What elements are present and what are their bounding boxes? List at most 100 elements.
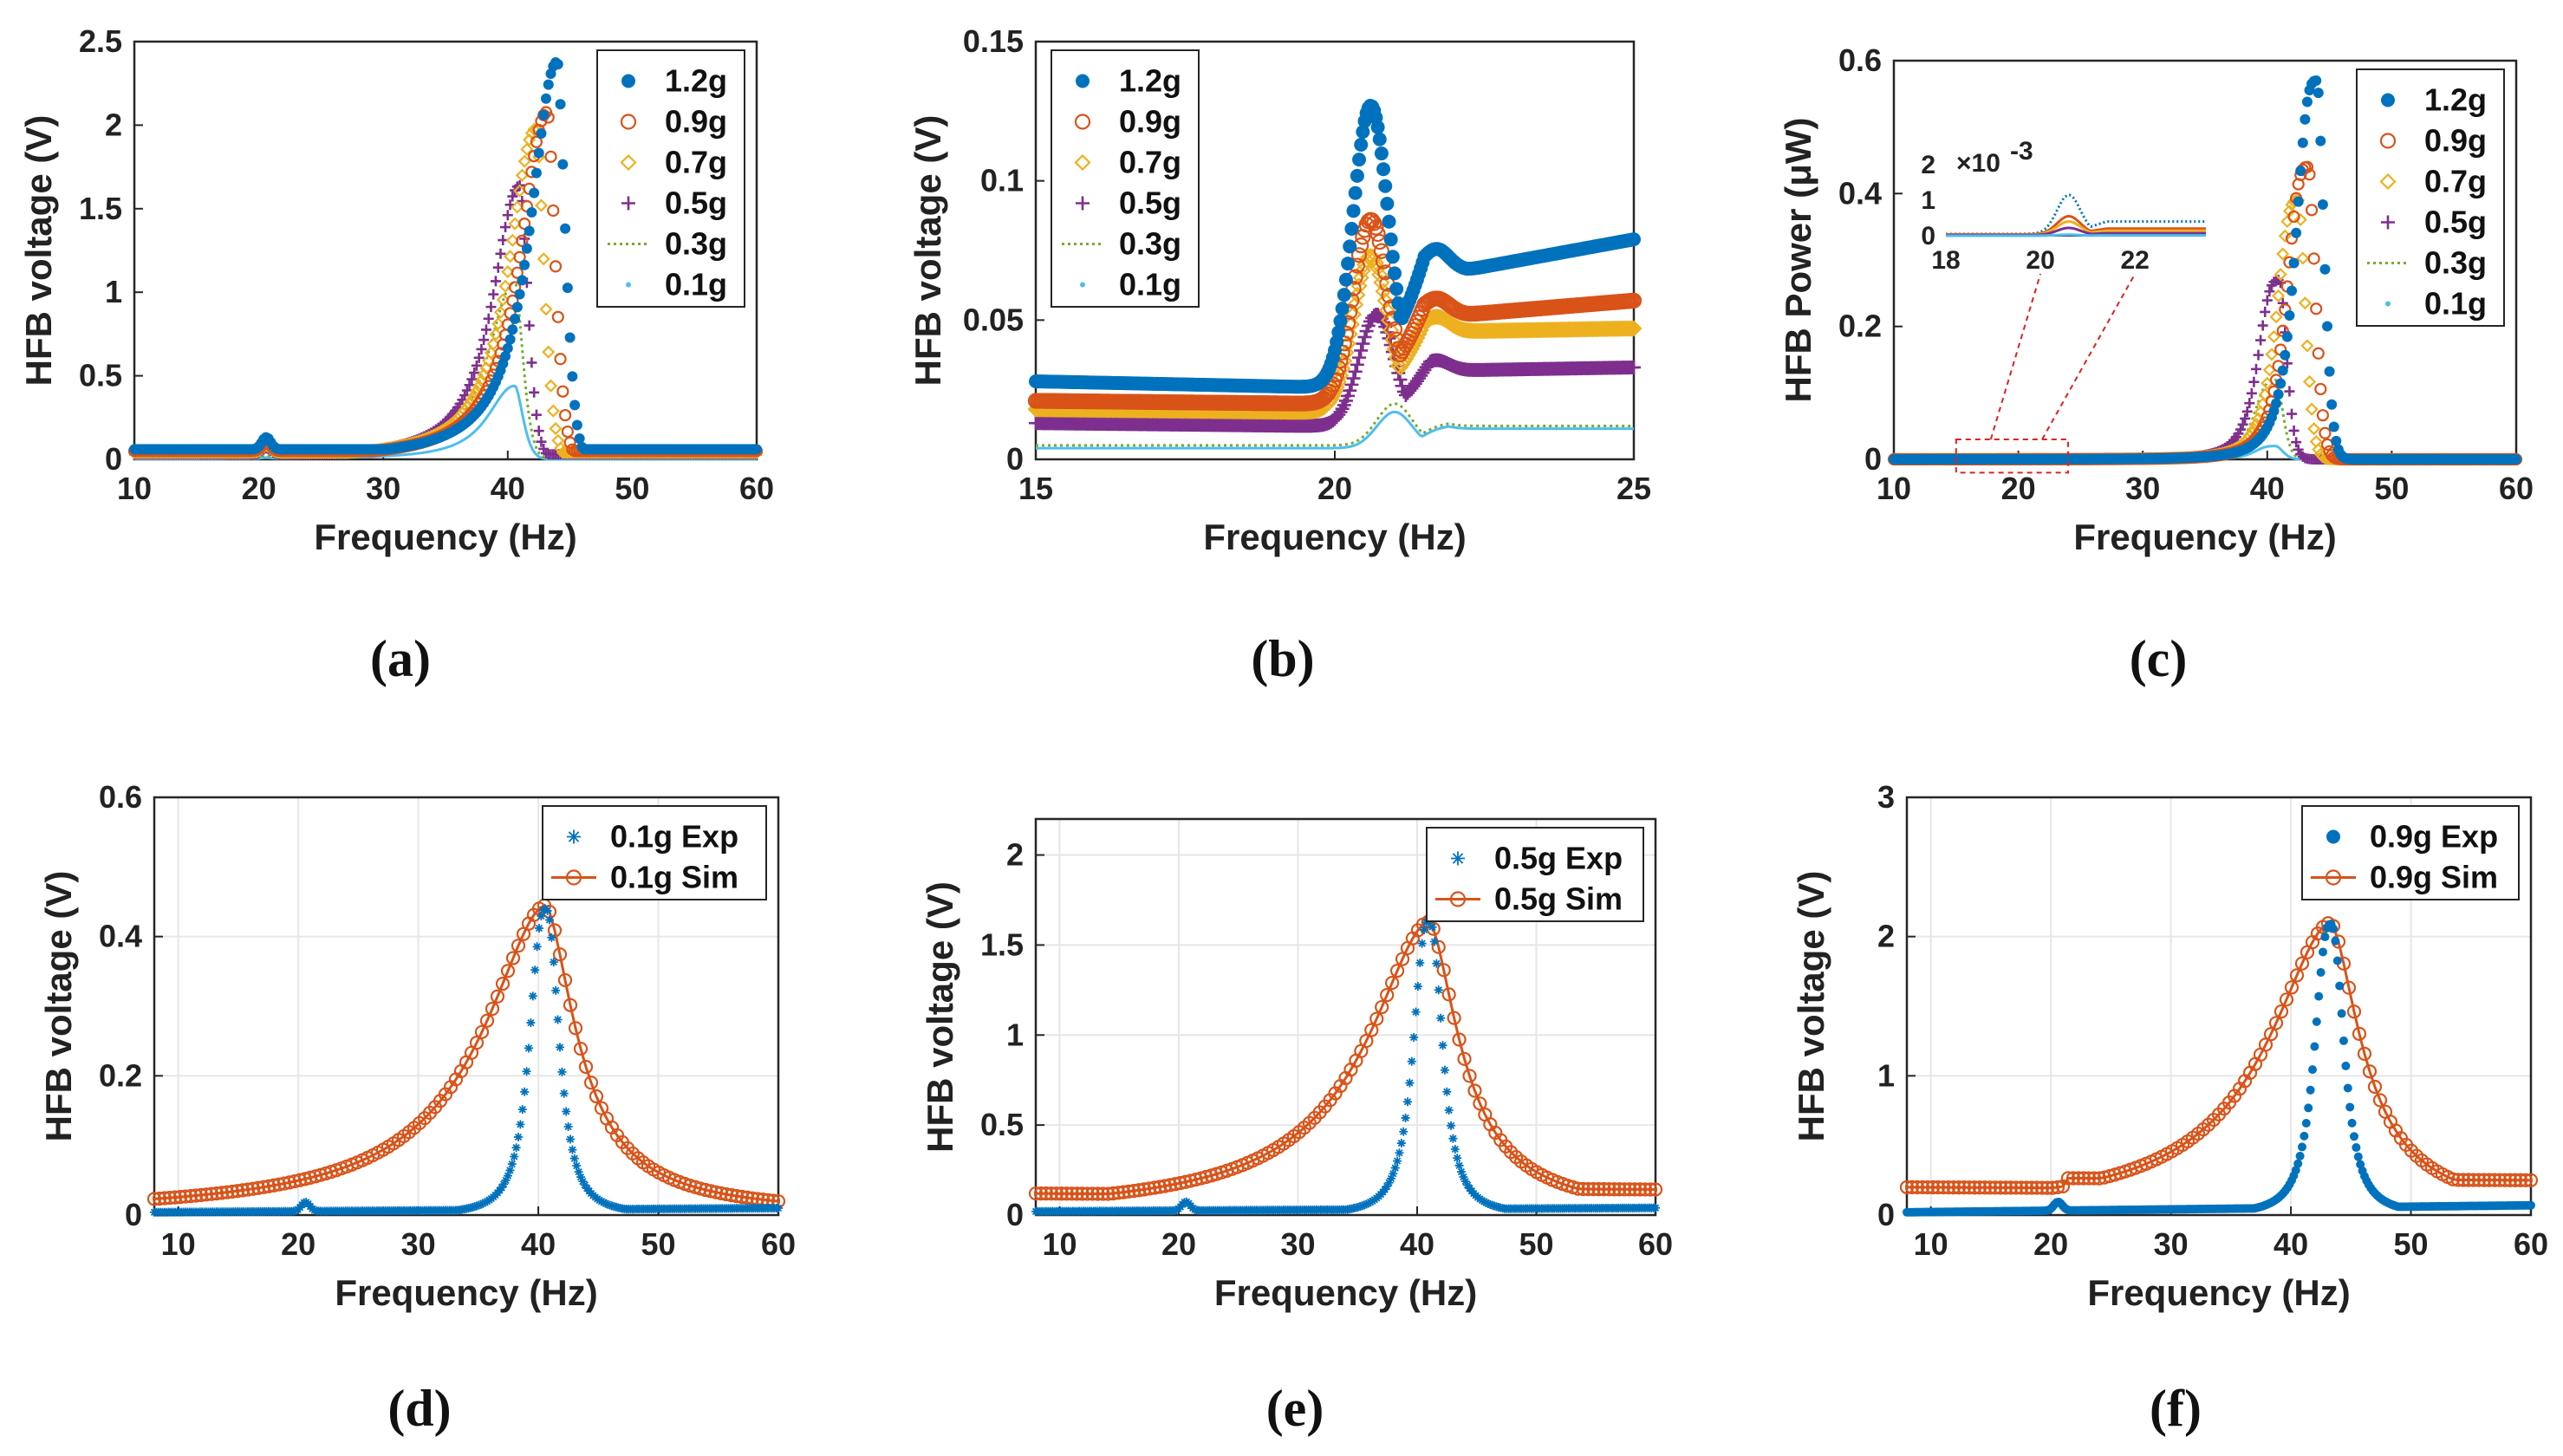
series-0.3g: [1893, 378, 2516, 461]
data-point: [2281, 331, 2293, 342]
legend-marker: [626, 282, 631, 288]
y-tick-label: 0.4: [99, 919, 142, 954]
x-tick-label: 15: [1018, 471, 1053, 506]
data-point: [2337, 1009, 2346, 1018]
data-point: [552, 59, 563, 70]
data-point: [505, 233, 519, 247]
data-point: [493, 305, 508, 319]
data-point: [561, 425, 574, 439]
legend-label: 0.5g: [2424, 205, 2487, 240]
data-point: [1413, 982, 1422, 991]
data-point: [2319, 263, 2331, 275]
data-point: [476, 343, 487, 354]
panel-label: (f): [2150, 1380, 2202, 1437]
x-tick-label: 10: [161, 1226, 196, 1262]
data-point: [1409, 1033, 1419, 1043]
data-point: [558, 408, 572, 422]
data-point: [1432, 959, 1441, 968]
x-tick-label: 10: [1914, 1226, 1948, 1262]
y-tick-label: 0: [1006, 441, 1024, 477]
data-point: [2328, 421, 2339, 432]
data-point: [2288, 257, 2300, 269]
series-0.1g: [1036, 410, 1634, 450]
legend-label: 0.7g: [1119, 145, 1181, 180]
data-point: [2273, 388, 2284, 400]
data-point: [2310, 302, 2323, 315]
data-point: [530, 409, 542, 420]
data-point: [2314, 382, 2327, 396]
data-point: [621, 196, 635, 211]
data-point: [1440, 1065, 1449, 1075]
data-point: [553, 1015, 563, 1024]
data-point: [471, 360, 482, 371]
x-tick-label: 30: [2125, 471, 2160, 506]
data-point: [526, 1018, 536, 1028]
data-point: [2312, 1017, 2321, 1026]
data-point: [2511, 454, 2521, 465]
data-point: [574, 432, 585, 444]
legend-label: 0.5g: [1119, 185, 1181, 221]
y-axis-label: HFB voltage (V): [18, 115, 59, 387]
data-point: [1354, 138, 1369, 153]
data-point: [1076, 74, 1090, 88]
data-point: [2332, 956, 2342, 965]
data-point: [2284, 309, 2295, 321]
x-tick-label: 40: [2250, 471, 2285, 506]
data-point: [2291, 227, 2302, 238]
data-point: [1399, 1127, 1408, 1136]
data-point: [2287, 408, 2298, 419]
legend: 1.2g0.9g0.7g0.5g0.3g0.1g: [1051, 49, 1200, 308]
series-0.3g: [1036, 402, 1634, 447]
x-tick-label: 30: [2154, 1226, 2189, 1262]
data-point: [524, 1043, 533, 1053]
data-point: [2253, 349, 2264, 361]
data-point: [488, 289, 499, 300]
x-tick-label: 20: [1161, 1226, 1196, 1262]
data-point: [549, 958, 558, 967]
data-point: [1350, 168, 1364, 183]
data-point: [2350, 1132, 2358, 1141]
zoom-connector: [1989, 273, 2042, 440]
data-point: [496, 293, 510, 307]
panel-label: (e): [1266, 1380, 1324, 1437]
panel-label: (d): [387, 1380, 451, 1437]
y-axis-label: HFB voltage (V): [38, 871, 79, 1142]
data-point: [1344, 377, 1359, 392]
inset-y-tick-label: 1: [1921, 186, 1935, 215]
data-point: [1317, 388, 1334, 405]
data-point: [504, 250, 517, 263]
legend-label: 1.2g: [2424, 82, 2487, 118]
data-point: [1350, 357, 1364, 372]
data-point: [1347, 296, 1364, 313]
data-point: [2275, 378, 2287, 389]
data-point: [466, 374, 478, 385]
data-point: [492, 262, 504, 273]
data-point: [1337, 288, 1351, 302]
inset-exponent-power: -3: [2010, 137, 2033, 166]
data-point: [533, 147, 544, 159]
data-point: [1374, 146, 1389, 161]
data-point: [1622, 320, 1639, 337]
y-tick-label: 1.5: [79, 191, 122, 226]
data-point: [513, 250, 526, 263]
data-point: [516, 234, 529, 247]
y-tick-label: 1: [1006, 1017, 1024, 1052]
y-tick-label: 0: [1864, 441, 1882, 477]
data-point: [2257, 320, 2268, 331]
data-point: [485, 302, 497, 313]
data-point: [1438, 1041, 1447, 1050]
data-point: [2241, 406, 2253, 417]
inset-x-tick-label: 18: [1931, 246, 1960, 275]
data-point: [1407, 1056, 1416, 1066]
inset-y-tick-label: 2: [1921, 151, 1935, 179]
x-tick-label: 50: [1519, 1226, 1553, 1262]
data-point: [1352, 153, 1367, 167]
data-point: [2307, 252, 2320, 265]
x-tick-label: 20: [281, 1226, 315, 1262]
y-tick-label: 0: [1006, 1197, 1024, 1232]
y-tick-label: 3: [1877, 779, 1895, 815]
data-point: [569, 400, 581, 411]
data-point: [1403, 1097, 1412, 1107]
legend-label: 0.1g: [2424, 286, 2487, 322]
